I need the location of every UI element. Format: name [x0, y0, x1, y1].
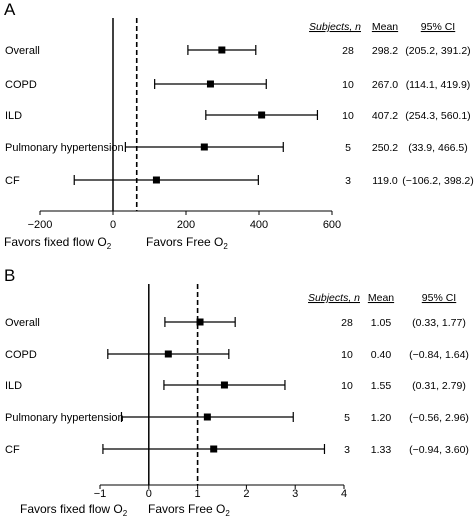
- cell-subjects: 10: [342, 110, 354, 122]
- column-header-mean: Mean: [368, 292, 394, 304]
- cell-mean: 1.55: [371, 380, 392, 392]
- mean-marker: [196, 318, 204, 326]
- forest-row: Overall 28 1.05 (0.33, 1.77): [5, 317, 466, 329]
- favors-fixed-flow-label: Favors fixed flow O2: [20, 502, 128, 518]
- mean-marker: [206, 80, 214, 88]
- row-label: Pulmonary hypertension: [5, 412, 124, 424]
- cell-ci: (−106.2, 398.2): [402, 175, 474, 187]
- cell-ci: (33.9, 466.5): [408, 142, 468, 154]
- cell-mean: 298.2: [372, 45, 398, 57]
- cell-mean: 1.05: [371, 317, 392, 329]
- row-label: ILD: [5, 380, 22, 392]
- mean-marker: [258, 111, 266, 119]
- cell-subjects: 3: [344, 444, 350, 456]
- favors-fixed-flow-label: Favors fixed flow O2: [4, 235, 112, 251]
- column-header-mean: Mean: [372, 21, 398, 33]
- mean-marker: [218, 46, 226, 54]
- mean-marker: [200, 143, 208, 151]
- cell-ci: (−0.56, 2.96): [409, 412, 469, 424]
- cell-subjects: 10: [341, 380, 353, 392]
- row-label: Pulmonary hypertension: [5, 142, 124, 154]
- forest-row: CF 3 119.0 (−106.2, 398.2): [5, 175, 474, 187]
- forest-row: Pulmonary hypertension 5 250.2 (33.9, 466.5…: [5, 142, 468, 154]
- favors-fixed-flow-subscript: 2: [107, 242, 112, 251]
- favors-free-label: Favors Free O2: [148, 502, 230, 518]
- cell-mean: 407.2: [372, 110, 398, 122]
- x-tick-label: 400: [250, 219, 268, 231]
- column-header-subjects: Subjects, n: [308, 292, 360, 304]
- row-label: Overall: [5, 317, 40, 329]
- cell-mean: 250.2: [372, 142, 398, 154]
- forest-row: CF 3 1.33 (−0.94, 3.60): [5, 444, 469, 456]
- forest-row: Pulmonary hypertension 5 1.20 (−0.56, 2.96): [5, 412, 469, 424]
- favors-free-text: Favors Free O: [148, 502, 225, 516]
- cell-ci: (0.31, 2.79): [412, 380, 466, 392]
- favors-fixed-flow-subscript: 2: [123, 509, 128, 518]
- panel-letter: A: [4, 0, 16, 19]
- row-label: Overall: [5, 45, 40, 57]
- x-tick-label: 4: [341, 488, 347, 500]
- cell-mean: 1.33: [371, 444, 392, 456]
- cell-ci: (114.1, 419.9): [406, 79, 471, 91]
- mean-marker: [152, 176, 160, 184]
- cell-subjects: 28: [342, 45, 354, 57]
- x-tick-label: −1: [94, 488, 107, 500]
- row-label: CF: [5, 175, 20, 187]
- mean-marker: [203, 413, 211, 421]
- panel-a: A −200 0 200 400 600 Subjects, n Mean 95% CI Over…: [4, 0, 474, 251]
- cell-mean: 0.40: [371, 349, 392, 361]
- x-tick-label: 0: [146, 488, 152, 500]
- cell-subjects: 28: [341, 317, 353, 329]
- panel-letter: B: [4, 266, 15, 285]
- row-label: CF: [5, 444, 20, 456]
- favors-free-subscript: 2: [225, 509, 230, 518]
- forest-row: ILD 10 407.2 (254.3, 560.1): [5, 110, 471, 122]
- forest-row: Overall 28 298.2 (205.2, 391.2): [5, 45, 471, 57]
- x-tick-label: 600: [323, 219, 341, 231]
- x-tick-label: 1: [195, 488, 201, 500]
- cell-subjects: 10: [342, 79, 354, 91]
- forest-row: COPD 10 0.40 (−0.84, 1.64): [5, 349, 469, 361]
- cell-ci: (0.33, 1.77): [412, 317, 466, 329]
- row-label: COPD: [5, 79, 37, 91]
- favors-fixed-flow-text: Favors fixed flow O: [20, 502, 123, 516]
- favors-fixed-flow-text: Favors fixed flow O: [4, 235, 107, 249]
- cell-mean: 1.20: [371, 412, 392, 424]
- mean-marker: [220, 381, 228, 389]
- cell-ci: (254.3, 560.1): [405, 110, 470, 122]
- row-label: ILD: [5, 110, 22, 122]
- favors-free-subscript: 2: [223, 242, 228, 251]
- x-tick-label: 3: [292, 488, 298, 500]
- column-header-subjects: Subjects, n: [309, 21, 361, 33]
- x-tick-label: 2: [243, 488, 249, 500]
- cell-subjects: 5: [344, 412, 350, 424]
- row-label: COPD: [5, 349, 37, 361]
- favors-free-label: Favors Free O2: [146, 235, 228, 251]
- cell-subjects: 3: [345, 175, 351, 187]
- forest-row: ILD 10 1.55 (0.31, 2.79): [5, 380, 466, 392]
- cell-subjects: 5: [345, 142, 351, 154]
- panel-b: B −1 0 1 2 3 4 Subjects, n Mean 95% CI Overall 28 1.…: [4, 266, 469, 518]
- column-header-ci: 95% CI: [421, 21, 455, 33]
- mean-marker: [164, 350, 172, 358]
- cell-mean: 267.0: [372, 79, 398, 91]
- cell-ci: (−0.84, 1.64): [409, 349, 469, 361]
- forest-row: COPD 10 267.0 (114.1, 419.9): [5, 79, 470, 91]
- mean-marker: [210, 445, 218, 453]
- column-header-ci: 95% CI: [422, 292, 456, 304]
- cell-ci: (205.2, 391.2): [405, 45, 470, 57]
- x-tick-label: 0: [110, 219, 116, 231]
- cell-subjects: 10: [341, 349, 353, 361]
- favors-free-text: Favors Free O: [146, 235, 223, 249]
- cell-ci: (−0.94, 3.60): [409, 444, 469, 456]
- cell-mean: 119.0: [372, 175, 398, 187]
- x-tick-label: −200: [28, 219, 53, 231]
- x-tick-label: 200: [177, 219, 195, 231]
